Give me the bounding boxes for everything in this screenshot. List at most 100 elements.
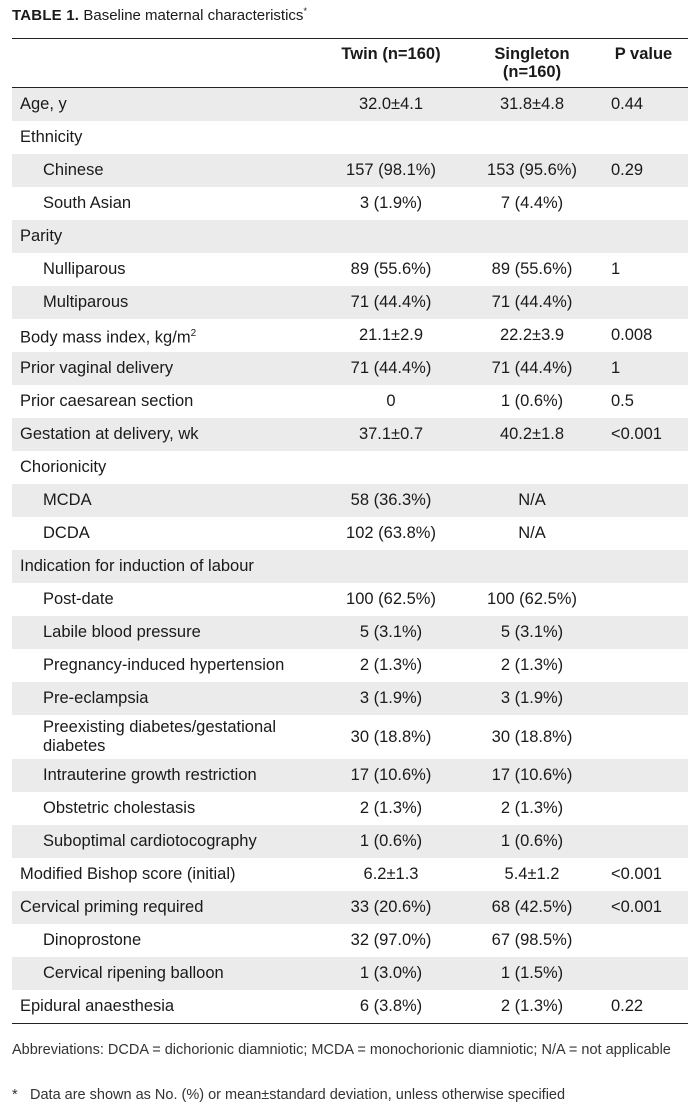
singleton-value-cell: 31.8±4.8	[465, 87, 599, 121]
singleton-value-cell: 1 (0.6%)	[500, 392, 564, 410]
p-value-cell: <0.001	[611, 865, 662, 883]
row-label-cell: Modified Bishop score (initial)	[12, 858, 317, 891]
p-value-cell: <0.001	[599, 891, 688, 924]
row-label: MCDA	[43, 491, 92, 509]
twin-value-cell: 3 (1.9%)	[317, 682, 465, 715]
p-value-cell: 0.44	[599, 87, 688, 121]
table-row: South Asian 3 (1.9%) 7 (4.4%)	[12, 187, 688, 220]
row-label: Obstetric cholestasis	[43, 799, 196, 817]
singleton-value-cell	[465, 550, 599, 583]
p-value-cell	[599, 682, 688, 715]
p-value-cell	[599, 451, 688, 484]
table-row: Body mass index, kg/m2 21.1±2.9 22.2±3.9 0.…	[12, 319, 688, 352]
singleton-value-cell: 7 (4.4%)	[500, 194, 564, 212]
singleton-value-cell	[465, 121, 599, 154]
footnote-mark: *	[12, 1087, 18, 1103]
row-label: Epidural anaesthesia	[20, 997, 175, 1015]
row-label: Parity	[20, 227, 63, 245]
row-label: Pregnancy-induced hypertension	[43, 656, 285, 674]
row-label: Indication for induction of labour	[20, 557, 254, 575]
row-label: Ethnicity	[20, 128, 83, 146]
row-label: South Asian	[43, 194, 132, 212]
singleton-value-cell: 2 (1.3%)	[500, 656, 564, 674]
table-row: Chorionicity	[12, 451, 688, 484]
row-label: Preexisting diabetes/gestational diabete…	[43, 718, 276, 755]
unit-superscript: 2	[190, 327, 197, 339]
table-row: Ethnicity	[12, 121, 688, 154]
row-label-cell: Dinoprostone	[12, 924, 317, 957]
row-label-cell: Multiparous	[12, 286, 317, 319]
twin-value-cell: 0	[386, 392, 396, 410]
table-row: Post-date 100 (62.5%) 100 (62.5%)	[12, 583, 688, 616]
header-singleton: Singleton (n=160)	[494, 45, 570, 81]
singleton-value-cell: 2 (1.3%)	[500, 799, 564, 817]
header-characteristic	[12, 39, 317, 88]
singleton-value-cell: N/A	[465, 484, 599, 517]
row-label-cell: Gestation at delivery, wk	[12, 418, 317, 451]
table-row: Chinese 157 (98.1%) 153 (95.6%) 0.29	[12, 154, 688, 187]
row-label-cell: Cervical priming required	[12, 891, 317, 924]
twin-value-cell: 37.1±0.7	[317, 418, 465, 451]
twin-value-cell: 30 (18.8%)	[350, 727, 432, 746]
singleton-value-cell	[465, 220, 599, 253]
baseline-characteristics-table: Twin (n=160) Singleton (n=160) P value A…	[12, 38, 688, 1024]
table-row: Multiparous 71 (44.4%) 71 (44.4%)	[12, 286, 688, 319]
row-label: Body mass index, kg/m	[20, 328, 191, 347]
twin-value-cell	[317, 451, 465, 484]
p-value-cell: 1	[611, 260, 621, 278]
singleton-value-cell: N/A	[518, 524, 546, 542]
row-label-cell: Age, y	[12, 87, 317, 121]
twin-value-cell: 71 (44.4%)	[317, 286, 465, 319]
footnote-text: Data are shown as No. (%) or mean±standa…	[30, 1087, 566, 1103]
table-row: Labile blood pressure 5 (3.1%) 5 (3.1%)	[12, 616, 688, 649]
table-row: DCDA 102 (63.8%) N/A	[12, 517, 688, 550]
twin-value-cell: 6.2±1.3	[363, 865, 419, 883]
row-label-cell: Parity	[12, 220, 317, 253]
table-row: Preexisting diabetes/gestational diabete…	[12, 715, 688, 759]
table-row: Intrauterine growth restriction 17 (10.6%…	[12, 759, 688, 792]
p-value-cell	[599, 616, 688, 649]
row-label-cell: Labile blood pressure	[12, 616, 317, 649]
row-label-cell: Pregnancy-induced hypertension	[12, 649, 317, 682]
p-value-cell	[599, 484, 688, 517]
p-value-cell	[599, 715, 688, 759]
row-label-cell: MCDA	[12, 484, 317, 517]
row-label-cell: Intrauterine growth restriction	[12, 759, 317, 792]
p-value-cell: 0.008	[611, 326, 653, 344]
twin-value-cell: 1 (3.0%)	[317, 957, 465, 990]
row-label: Modified Bishop score (initial)	[20, 865, 236, 883]
p-value-cell	[599, 759, 688, 792]
p-value-cell: 0.29	[599, 154, 688, 187]
table-row: Prior vaginal delivery 71 (44.4%) 71 (44.4…	[12, 352, 688, 385]
row-label-cell: Preexisting diabetes/gestational diabete…	[12, 715, 317, 759]
twin-value-cell: 6 (3.8%)	[359, 997, 423, 1015]
twin-value-cell: 32 (97.0%)	[350, 931, 432, 949]
twin-value-cell: 100 (62.5%)	[346, 590, 436, 608]
singleton-value-cell: 1 (0.6%)	[465, 825, 599, 858]
twin-value-cell: 1 (0.6%)	[317, 825, 465, 858]
table-row: Suboptimal cardiotocography 1 (0.6%) 1 (0.…	[12, 825, 688, 858]
row-label: Age, y	[20, 95, 67, 113]
singleton-value-cell: 71 (44.4%)	[465, 352, 599, 385]
twin-value-cell: 2 (1.3%)	[359, 799, 423, 817]
twin-value-cell	[317, 121, 465, 154]
p-value-cell	[599, 121, 688, 154]
singleton-value-cell: 71 (44.4%)	[465, 286, 599, 319]
p-value-cell	[599, 792, 688, 825]
row-label-cell: Pre-eclampsia	[12, 682, 317, 715]
p-value-cell: 1	[599, 352, 688, 385]
table-row: Pre-eclampsia 3 (1.9%) 3 (1.9%)	[12, 682, 688, 715]
twin-value-cell: 17 (10.6%)	[317, 759, 465, 792]
table-row: Dinoprostone 32 (97.0%) 67 (98.5%)	[12, 924, 688, 957]
twin-value-cell: 58 (36.3%)	[317, 484, 465, 517]
singleton-value-cell: 1 (1.5%)	[465, 957, 599, 990]
row-label-cell: Obstetric cholestasis	[12, 792, 317, 825]
table-header: Twin (n=160) Singleton (n=160) P value	[12, 38, 688, 88]
header-twin: Twin (n=160)	[341, 45, 441, 63]
table-row: Age, y 32.0±4.1 31.8±4.8 0.44	[12, 87, 688, 121]
row-label: Prior vaginal delivery	[20, 359, 174, 377]
row-label: Multiparous	[43, 293, 129, 311]
row-label-cell: Prior vaginal delivery	[12, 352, 317, 385]
table-row: Indication for induction of labour	[12, 550, 688, 583]
row-label-cell: DCDA	[12, 517, 317, 550]
